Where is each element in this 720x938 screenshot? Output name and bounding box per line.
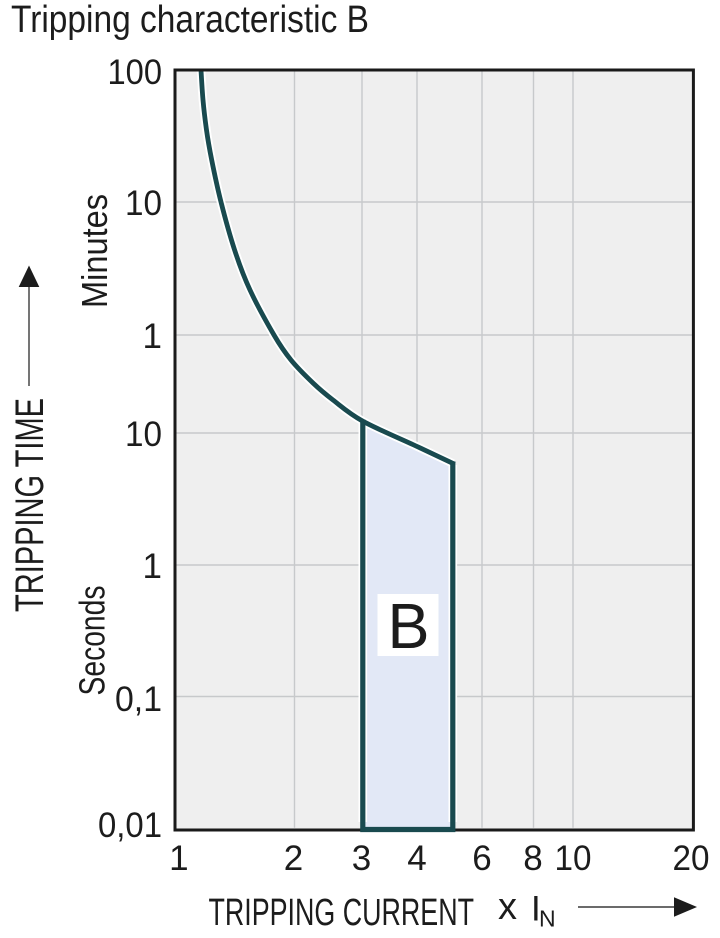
svg-text:Tripping characteristic B: Tripping characteristic B — [11, 0, 369, 41]
svg-text:N: N — [539, 906, 556, 932]
svg-text:TRIPPING TIME: TRIPPING TIME — [8, 398, 52, 612]
svg-text:8: 8 — [523, 839, 542, 878]
svg-text:2: 2 — [284, 839, 303, 878]
svg-text:1: 1 — [143, 547, 162, 586]
svg-text:10: 10 — [555, 839, 592, 878]
svg-text:100: 100 — [108, 53, 163, 92]
svg-text:Seconds: Seconds — [72, 586, 113, 696]
svg-text:0,1: 0,1 — [115, 680, 162, 719]
svg-text:1: 1 — [143, 317, 162, 356]
svg-text:Minutes: Minutes — [74, 194, 115, 308]
svg-text:B: B — [388, 590, 430, 662]
svg-text:20: 20 — [673, 839, 710, 878]
svg-text:1: 1 — [169, 839, 188, 878]
svg-text:4: 4 — [407, 839, 426, 878]
svg-text:10: 10 — [125, 415, 162, 454]
svg-text:0,01: 0,01 — [98, 806, 162, 845]
svg-text:TRIPPING CURRENT: TRIPPING CURRENT — [209, 892, 475, 934]
svg-text:x: x — [498, 886, 517, 928]
svg-text:3: 3 — [352, 839, 371, 878]
svg-text:6: 6 — [472, 839, 491, 878]
svg-text:I: I — [531, 890, 541, 929]
svg-text:10: 10 — [125, 184, 162, 223]
